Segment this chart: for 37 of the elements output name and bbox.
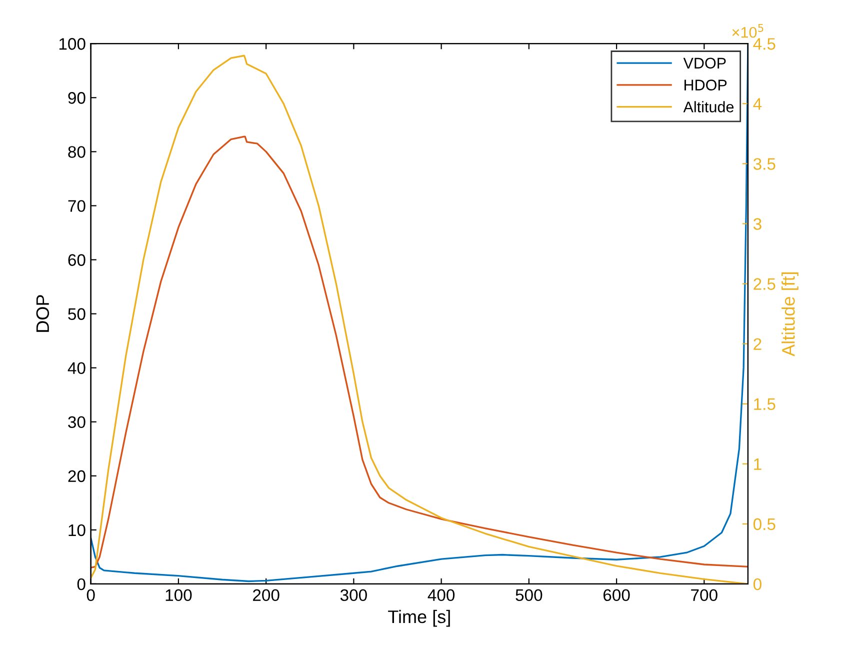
y-tick-label: 60 (68, 254, 86, 266)
x-tick-label: 500 (516, 589, 542, 602)
y-axis-title: DOP (36, 295, 50, 332)
y-tick-label: 0 (77, 578, 86, 590)
y2-tick-label: 3.5 (753, 158, 776, 170)
y2-tick-label: 0 (753, 578, 762, 590)
y-tick-label: 70 (68, 200, 86, 212)
y-tick-label: 100 (59, 38, 86, 50)
legend-label: HDOP (684, 80, 727, 90)
y-tick-label: 30 (68, 416, 86, 428)
text: ×10$^{5}$ (732, 24, 764, 38)
legend-label: VDOP (683, 58, 726, 69)
x-tick-label: 300 (340, 589, 367, 602)
legend-label: Altitude (683, 101, 734, 112)
x-axis-title: Time [s] (388, 610, 450, 627)
y2-axis-title: Altitude [ft] (782, 272, 798, 356)
y-tick-label: 90 (68, 92, 86, 104)
y-tick-label: 20 (68, 470, 86, 482)
y2-tick-label: 2 (754, 338, 762, 350)
y2-tick-label: 4 (753, 98, 762, 110)
y2-tick-label: 4.5 (753, 38, 776, 50)
line-series (90, 136, 748, 569)
y2-tick-label: 1 (754, 458, 762, 470)
y2-tick-label: 3 (753, 218, 762, 230)
y-tick-label: 40 (68, 362, 86, 374)
y-tick-label: 80 (68, 146, 86, 158)
x-tick-label: 600 (603, 589, 630, 602)
y2-tick-label: 0.5 (753, 518, 776, 530)
x-tick-label: 100 (166, 589, 192, 602)
y2-tick-label: 1.5 (754, 398, 776, 410)
y-tick-label: 50 (68, 308, 86, 320)
x-tick-label: 400 (428, 589, 455, 602)
y-tick-label: 10 (68, 524, 86, 536)
x-tick-label: 0 (86, 589, 95, 602)
x-tick-label: 700 (691, 589, 718, 602)
y2-tick-label: 2.5 (754, 278, 776, 290)
x-tick-label: 200 (253, 589, 280, 602)
